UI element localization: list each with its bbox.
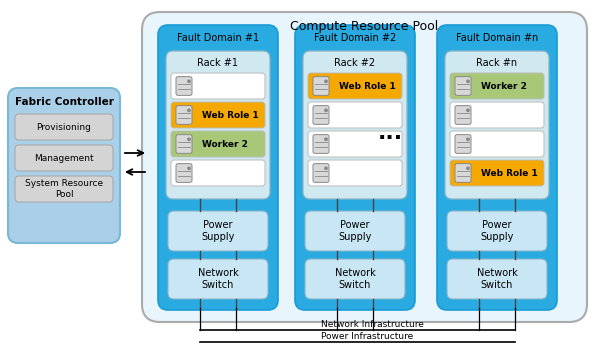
FancyBboxPatch shape bbox=[308, 73, 402, 99]
FancyBboxPatch shape bbox=[313, 135, 329, 153]
Circle shape bbox=[467, 80, 469, 83]
Text: Provisioning: Provisioning bbox=[37, 122, 91, 131]
FancyBboxPatch shape bbox=[447, 211, 547, 251]
FancyBboxPatch shape bbox=[445, 51, 549, 199]
FancyBboxPatch shape bbox=[176, 106, 192, 124]
Text: Power
Supply: Power Supply bbox=[201, 220, 235, 242]
Circle shape bbox=[188, 138, 190, 141]
Text: Worker 2: Worker 2 bbox=[202, 140, 248, 149]
Text: Fault Domain #2: Fault Domain #2 bbox=[314, 33, 396, 43]
Circle shape bbox=[467, 138, 469, 141]
FancyBboxPatch shape bbox=[168, 211, 268, 251]
FancyBboxPatch shape bbox=[313, 164, 329, 182]
FancyBboxPatch shape bbox=[450, 160, 544, 186]
FancyBboxPatch shape bbox=[171, 102, 265, 128]
FancyBboxPatch shape bbox=[455, 164, 471, 182]
FancyBboxPatch shape bbox=[15, 176, 113, 202]
Text: Worker 2: Worker 2 bbox=[481, 82, 527, 91]
FancyBboxPatch shape bbox=[450, 73, 544, 99]
FancyBboxPatch shape bbox=[308, 160, 402, 186]
Text: Power Infrastructure: Power Infrastructure bbox=[321, 332, 413, 341]
FancyBboxPatch shape bbox=[158, 25, 278, 310]
Text: Fabric Controller: Fabric Controller bbox=[15, 97, 113, 107]
Text: Network
Switch: Network Switch bbox=[476, 268, 517, 290]
Text: Rack #2: Rack #2 bbox=[334, 58, 375, 68]
Circle shape bbox=[188, 80, 190, 83]
Text: Compute Resource Pool: Compute Resource Pool bbox=[290, 19, 438, 33]
Text: Web Role 1: Web Role 1 bbox=[481, 169, 538, 178]
FancyBboxPatch shape bbox=[171, 160, 265, 186]
Text: Power
Supply: Power Supply bbox=[339, 220, 372, 242]
Text: ...: ... bbox=[377, 123, 403, 143]
FancyBboxPatch shape bbox=[447, 259, 547, 299]
FancyBboxPatch shape bbox=[176, 77, 192, 95]
FancyBboxPatch shape bbox=[303, 51, 407, 199]
FancyBboxPatch shape bbox=[171, 131, 265, 157]
FancyBboxPatch shape bbox=[171, 73, 265, 99]
Text: System Resource
Pool: System Resource Pool bbox=[25, 179, 103, 199]
Circle shape bbox=[467, 167, 469, 170]
FancyBboxPatch shape bbox=[308, 102, 402, 128]
FancyBboxPatch shape bbox=[455, 106, 471, 124]
FancyBboxPatch shape bbox=[15, 114, 113, 140]
FancyBboxPatch shape bbox=[15, 145, 113, 171]
Circle shape bbox=[325, 80, 327, 83]
FancyBboxPatch shape bbox=[166, 51, 270, 199]
FancyBboxPatch shape bbox=[305, 211, 405, 251]
FancyBboxPatch shape bbox=[313, 106, 329, 124]
Text: Network
Switch: Network Switch bbox=[334, 268, 375, 290]
Text: Rack #n: Rack #n bbox=[476, 58, 517, 68]
Text: Fault Domain #1: Fault Domain #1 bbox=[177, 33, 259, 43]
Circle shape bbox=[188, 109, 190, 112]
FancyBboxPatch shape bbox=[437, 25, 557, 310]
Circle shape bbox=[325, 138, 327, 141]
FancyBboxPatch shape bbox=[455, 135, 471, 153]
Text: Power
Supply: Power Supply bbox=[481, 220, 514, 242]
Text: Rack #1: Rack #1 bbox=[197, 58, 239, 68]
FancyBboxPatch shape bbox=[305, 259, 405, 299]
Circle shape bbox=[325, 167, 327, 170]
FancyBboxPatch shape bbox=[176, 135, 192, 153]
FancyBboxPatch shape bbox=[308, 131, 402, 157]
FancyBboxPatch shape bbox=[142, 12, 587, 322]
FancyBboxPatch shape bbox=[176, 164, 192, 182]
FancyBboxPatch shape bbox=[168, 259, 268, 299]
FancyBboxPatch shape bbox=[295, 25, 415, 310]
Circle shape bbox=[325, 109, 327, 112]
Text: Web Role 1: Web Role 1 bbox=[202, 111, 259, 120]
FancyBboxPatch shape bbox=[450, 102, 544, 128]
Circle shape bbox=[467, 109, 469, 112]
Text: Network
Switch: Network Switch bbox=[198, 268, 238, 290]
FancyBboxPatch shape bbox=[313, 77, 329, 95]
Text: Management: Management bbox=[34, 154, 94, 163]
Text: Network Infrastructure: Network Infrastructure bbox=[321, 320, 424, 329]
FancyBboxPatch shape bbox=[450, 131, 544, 157]
Text: Web Role 1: Web Role 1 bbox=[339, 82, 396, 91]
FancyBboxPatch shape bbox=[8, 88, 120, 243]
Circle shape bbox=[188, 167, 190, 170]
Text: Fault Domain #n: Fault Domain #n bbox=[456, 33, 538, 43]
FancyBboxPatch shape bbox=[455, 77, 471, 95]
